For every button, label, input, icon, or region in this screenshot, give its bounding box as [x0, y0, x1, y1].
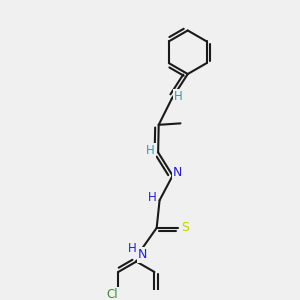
Text: S: S [181, 221, 189, 234]
Text: H: H [148, 191, 157, 205]
Text: Cl: Cl [106, 288, 118, 300]
Text: H: H [128, 242, 137, 255]
Text: H: H [146, 144, 154, 158]
Text: H: H [174, 90, 182, 103]
Text: N: N [138, 248, 147, 261]
Text: N: N [173, 166, 182, 179]
